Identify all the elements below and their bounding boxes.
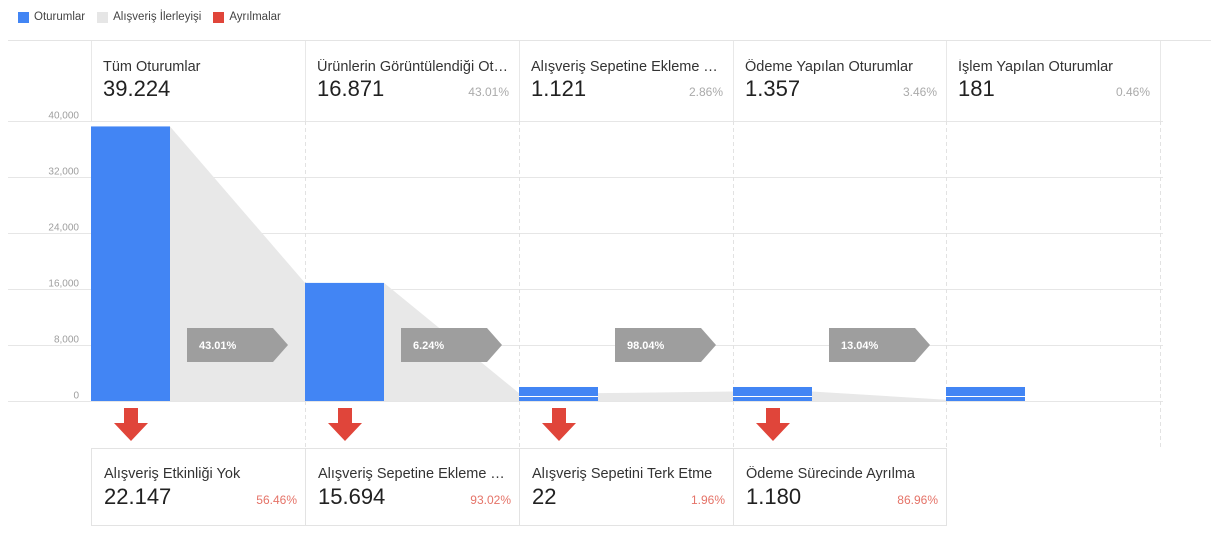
stage-label: Ürünlerin Görüntülendiği Ot… (317, 59, 509, 75)
legend-item-sessions[interactable]: Oturumlar (18, 11, 85, 23)
y-tick-label: 16,000 (48, 279, 79, 290)
dropoff-value: 22 (532, 484, 557, 509)
progression-rate-label: 43.01% (199, 340, 237, 352)
dropoff-label: Alışveriş Sepetini Terk Etme (532, 466, 713, 482)
dropoff-percent: 1.96% (690, 493, 725, 507)
stage-label: Alışveriş Sepetine Ekleme Y… (531, 59, 727, 75)
progression-rate-label: 13.04% (841, 340, 879, 352)
stage-header-product-views: Ürünlerin Görüntülendiği Ot… 16.871 43.0… (305, 54, 519, 120)
dropoff-value: 22.147 (104, 484, 172, 509)
dropoff-no-shopping-activity[interactable]: Alışveriş Etkinliği Yok 22.147 56.46% (91, 448, 305, 526)
y-tick-label: 40,000 (48, 111, 79, 122)
dropoff-label: Alışveriş Sepetine Ekleme Y… (318, 466, 514, 482)
legend-label-progression: Alışveriş İlerleyişi (113, 11, 202, 23)
y-tick-label: 8,000 (54, 335, 79, 346)
dropoff-arrow-icon (542, 408, 576, 441)
progression-rate-label: 6.24% (413, 340, 444, 352)
stage-header-all-sessions: Tüm Oturumlar 39.224 (91, 54, 305, 120)
dropoff-percent: 56.46% (256, 493, 297, 507)
progression-flow (598, 391, 733, 401)
dropoff-value: 15.694 (318, 484, 386, 509)
legend-swatch-progression (97, 11, 109, 23)
stage-percent: 2.86% (688, 85, 723, 99)
progression-flow (812, 391, 946, 401)
stage-value: 1.121 (531, 76, 587, 101)
stage-percent: 3.46% (902, 85, 937, 99)
dropoff-arrow-icon (114, 408, 148, 441)
y-tick-label: 24,000 (48, 223, 79, 234)
y-tick-label: 0 (73, 391, 79, 402)
dropoff-checkout-abandonment[interactable]: Ödeme Sürecinde Ayrılma 1.180 86.96% (733, 448, 947, 526)
y-axis-ticks: 40,000 32,000 24,000 16,000 8,000 0 (48, 111, 79, 402)
legend-item-dropoffs[interactable]: Ayrılmalar (213, 11, 281, 23)
stage-value: 1.357 (745, 76, 801, 101)
stage-percent: 0.46% (1115, 85, 1150, 99)
stage-header-transactions: İşlem Yapılan Oturumlar 181 0.46% (946, 54, 1160, 120)
dropoff-percent: 93.02% (470, 493, 511, 507)
stage-label: Ödeme Yapılan Oturumlar (745, 59, 913, 75)
progression-arrow-1 (187, 328, 288, 362)
legend-label-dropoffs: Ayrılmalar (229, 11, 281, 23)
stage-header-add-to-cart: Alışveriş Sepetine Ekleme Y… 1.121 2.86% (519, 54, 733, 120)
dropoff-percent: 86.96% (897, 493, 938, 507)
legend-item-progression[interactable]: Alışveriş İlerleyişi (97, 11, 201, 23)
legend-divider (8, 40, 1211, 41)
bar-3 (519, 387, 598, 401)
progression-arrows: 43.01% 6.24% 98.04% 13.04% (187, 328, 930, 362)
session-bars (91, 126, 1025, 401)
bar-4 (733, 387, 812, 401)
bar-1 (91, 126, 170, 401)
progression-arrow-4 (829, 328, 930, 362)
legend-label-sessions: Oturumlar (34, 11, 86, 23)
stage-percent: 43.01% (468, 85, 509, 99)
legend-swatch-sessions (18, 11, 29, 23)
progression-arrow-3 (615, 328, 716, 362)
stage-value: 181 (958, 76, 995, 101)
chart-legend: Oturumlar Alışveriş İlerleyişi Ayrılmala… (18, 9, 293, 25)
dropoff-cart-abandonment[interactable]: Alışveriş Sepetini Terk Etme 22 1.96% (519, 448, 733, 526)
dropoff-label: Alışveriş Etkinliği Yok (104, 466, 241, 482)
stage-label: Tüm Oturumlar (103, 59, 201, 75)
dropoff-label: Ödeme Sürecinde Ayrılma (746, 466, 915, 482)
y-tick-label: 32,000 (48, 167, 79, 178)
stage-value: 16.871 (317, 76, 385, 101)
progression-rate-label: 98.04% (627, 340, 665, 352)
progression-arrow-2 (401, 328, 502, 362)
stage-label: İşlem Yapılan Oturumlar (958, 59, 1113, 75)
dropoff-value: 1.180 (746, 484, 802, 509)
dropoff-arrow-icon (328, 408, 362, 441)
stage-header-checkout: Ödeme Yapılan Oturumlar 1.357 3.46% (733, 54, 947, 120)
dropoff-arrow-icon (756, 408, 790, 441)
bar-5 (946, 387, 1025, 401)
dropoff-no-add-to-cart[interactable]: Alışveriş Sepetine Ekleme Y… 15.694 93.0… (305, 448, 519, 526)
stage-value: 39.224 (103, 76, 171, 101)
legend-swatch-dropoffs (213, 11, 225, 23)
bar-2 (305, 282, 384, 401)
